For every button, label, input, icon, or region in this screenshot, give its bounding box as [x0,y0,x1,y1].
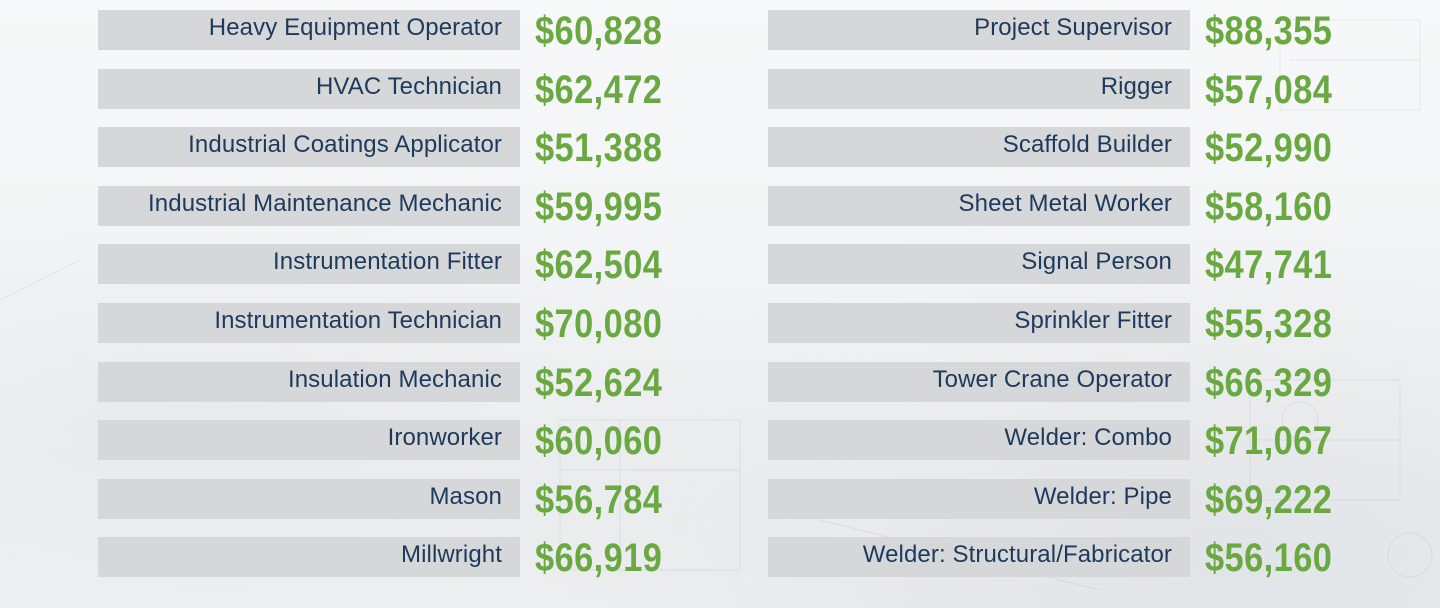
occupation-label: Rigger [1100,72,1172,100]
occupation-bar: Scaffold Builder [768,127,1190,168]
occupation-label: Heavy Equipment Operator [208,14,502,41]
occupation-label: Welder: Combo [1004,424,1172,452]
occupation-label: Tower Crane Operator [932,365,1172,393]
occupation-label: Industrial Coatings Applicator [188,131,502,159]
occupation-label: HVAC Technician [315,72,502,100]
occupation-bar: Project Supervisor [768,10,1190,50]
occupation-bar: Welder: Structural/Fabricator [768,537,1190,578]
occupation-bar: Instrumentation Fitter [98,244,520,285]
occupation-label: Millwright [400,541,502,569]
salary-value: $71,067 [1205,419,1333,464]
salary-value: $56,784 [535,477,663,522]
salary-value: $62,472 [535,67,663,112]
salary-value: $52,990 [1205,126,1333,171]
occupation-bar: Tower Crane Operator [768,361,1190,402]
salary-value: $60,828 [535,9,663,53]
occupation-bar: HVAC Technician [98,68,520,109]
occupation-bar: Millwright [98,537,520,578]
occupation-label: Sprinkler Fitter [1014,306,1172,334]
occupation-label: Insulation Mechanic [287,365,502,393]
occupation-label: Project Supervisor [974,14,1172,41]
occupation-bar: Sheet Metal Worker [768,185,1190,226]
occupation-label: Industrial Maintenance Mechanic [148,189,502,217]
occupation-bar: Industrial Coatings Applicator [98,127,520,168]
occupation-bar: Sprinkler Fitter [768,302,1190,343]
occupation-label: Scaffold Builder [1002,131,1172,159]
occupation-label: Mason [429,482,502,510]
occupation-label: Instrumentation Technician [214,306,502,334]
occupation-bar: Signal Person [768,244,1190,285]
salary-value: $55,328 [1205,301,1333,346]
occupation-bar: Industrial Maintenance Mechanic [98,185,520,226]
salary-value: $70,080 [535,301,663,346]
salary-value: $66,919 [535,536,663,581]
occupation-bar: Insulation Mechanic [98,361,520,402]
salary-value: $69,222 [1205,477,1333,522]
salary-value: $66,329 [1205,360,1333,405]
salary-value: $88,355 [1205,9,1333,53]
occupation-bar: Heavy Equipment Operator [98,10,520,50]
occupation-bar: Welder: Pipe [768,478,1190,519]
occupation-bar: Instrumentation Technician [98,302,520,343]
salary-value: $57,084 [1205,67,1333,112]
occupation-bar: Mason [98,478,520,519]
salary-value: $47,741 [1205,243,1333,288]
occupation-label: Welder: Structural/Fabricator [862,541,1172,569]
occupation-label: Instrumentation Fitter [273,248,502,276]
salary-value: $59,995 [535,184,663,229]
occupation-label: Welder: Pipe [1033,482,1172,510]
salary-value: $52,624 [535,360,663,405]
salary-value: $62,504 [535,243,663,288]
occupation-bar: Welder: Combo [768,420,1190,461]
salary-value: $58,160 [1205,184,1333,229]
occupation-bar: Rigger [768,68,1190,109]
salary-value: $51,388 [535,126,663,171]
occupation-bar: Ironworker [98,420,520,461]
occupation-label: Ironworker [387,424,502,452]
salary-value: $56,160 [1205,536,1333,581]
occupation-label: Sheet Metal Worker [958,189,1172,217]
salary-value: $60,060 [535,419,663,464]
occupation-label: Signal Person [1021,248,1172,276]
